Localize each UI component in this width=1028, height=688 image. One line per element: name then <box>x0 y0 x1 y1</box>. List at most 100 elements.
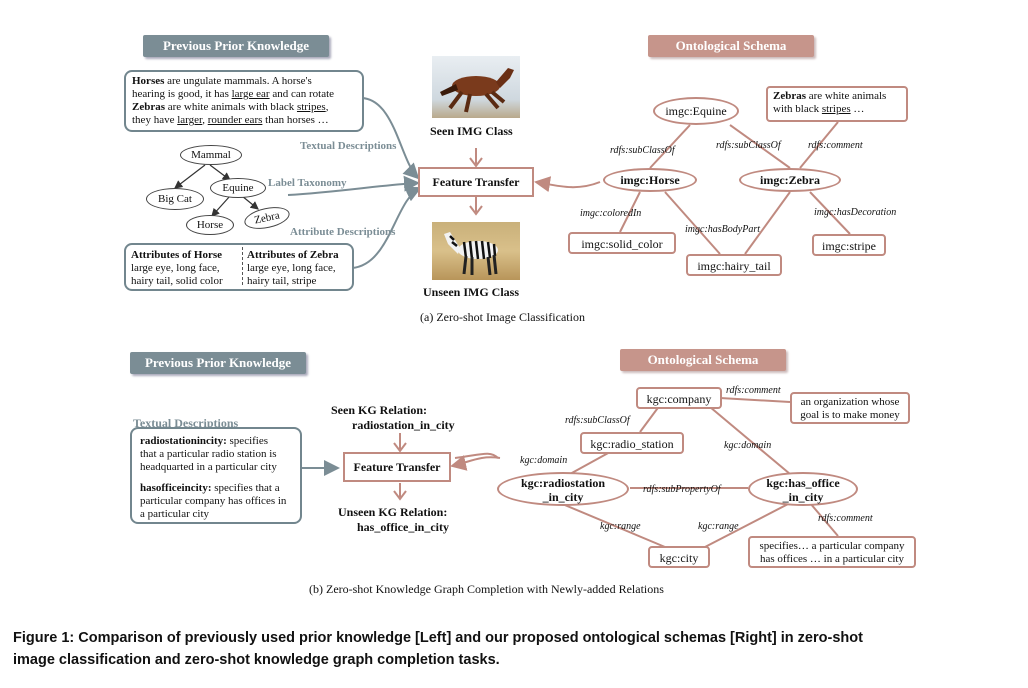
taxonomy-node-horse: Horse <box>186 215 234 235</box>
label-label-taxonomy: Label Taxonomy <box>268 177 347 189</box>
edge-coloredin: imgc:coloredIn <box>580 208 642 219</box>
edge-subclassof-b: rdfs:subClassOf <box>565 415 630 426</box>
desc-text: that a particular radio station is <box>140 448 277 460</box>
edge-subclassof-1: rdfs:subClassOf <box>610 145 675 156</box>
edge-domain-2: kgc:domain <box>724 440 772 451</box>
comment-text: specifies… a particular company <box>759 540 905 552</box>
comment-text: an organization whose <box>800 396 900 408</box>
comment-text: has offices … in a particular city <box>760 553 904 565</box>
onto-node-equine: imgc:Equine <box>653 97 739 125</box>
header-previous-prior-knowledge-a: Previous Prior Knowledge <box>143 35 329 57</box>
attr-divider <box>242 247 243 285</box>
edge-range-1: kgc:range <box>600 521 641 532</box>
taxonomy-node-equine: Equine <box>210 178 266 198</box>
attr-zebra-title: Attributes of Zebra <box>247 249 339 261</box>
edge-range-2: kgc:range <box>698 521 739 532</box>
caption-a: (a) Zero-shot Image Classification <box>420 310 585 324</box>
attr-horse-line: hairy tail, solid color <box>131 275 223 287</box>
edge-comment-a: rdfs:comment <box>808 140 863 151</box>
textual-description-box: Horses are ungulate mammals. A horse's h… <box>124 70 364 132</box>
desc-text: specifies that a <box>211 482 280 494</box>
horse-image <box>432 56 520 118</box>
comment-text: … <box>850 103 865 115</box>
onto-node-has-office-in-city: kgc:has_office _in_city <box>748 472 858 506</box>
onto-node-hairy-tail: imgc:hairy_tail <box>686 254 782 276</box>
onto-node-radiostation-in-city: kgc:radiostation _in_city <box>497 472 629 506</box>
onto-node-horse: imgc:Horse <box>603 168 697 192</box>
onto-node-radio-station: kgc:radio_station <box>580 432 684 454</box>
underlined-term: larger <box>177 114 203 126</box>
underlined-term: stripes <box>296 101 326 113</box>
seen-kg-relation: radiostation_in_city <box>352 418 455 432</box>
comment-underlined: stripes <box>821 103 851 115</box>
comment-text: with black <box>773 103 822 115</box>
underlined-term: large ear <box>231 88 270 100</box>
node-label: _in_city <box>782 490 824 504</box>
header-ontological-schema-b: Ontological Schema <box>620 349 786 371</box>
feature-transfer-b: Feature Transfer <box>343 452 451 482</box>
text-line: they have <box>132 114 178 126</box>
caption-b: (b) Zero-shot Knowledge Graph Completion… <box>309 582 664 596</box>
onto-comment-company: an organization whose goal is to make mo… <box>790 392 910 424</box>
text-line: and can rotate <box>269 88 335 100</box>
label-textual-descriptions: Textual Descriptions <box>300 140 397 152</box>
figure-caption-line1: Figure 1: Comparison of previously used … <box>13 630 863 646</box>
seen-img-class-label: Seen IMG Class <box>430 124 513 138</box>
edge-comment-b1: rdfs:comment <box>726 385 781 396</box>
label-attribute-descriptions: Attribute Descriptions <box>290 226 396 238</box>
text-line: are white animals with black <box>165 101 297 113</box>
comment-text: goal is to make money <box>800 409 900 421</box>
attr-horse-column: Attributes of Horse large eye, long face… <box>131 249 223 288</box>
unseen-kg-relation: has_office_in_city <box>357 520 449 534</box>
figure-caption-line2: image classification and zero-shot knowl… <box>13 652 500 668</box>
edge-hasdecoration: imgc:hasDecoration <box>814 207 897 218</box>
edge-domain-1: kgc:domain <box>520 455 568 466</box>
text-line: hearing is good, it has <box>132 88 232 100</box>
horses-word: Horses <box>132 75 165 87</box>
seen-kg-relation-title: Seen KG Relation: <box>331 403 427 417</box>
onto-comment-has-office: specifies… a particular company has offi… <box>748 536 916 568</box>
attr-zebra-column: Attributes of Zebra large eye, long face… <box>247 249 339 288</box>
feature-transfer-a: Feature Transfer <box>418 167 534 197</box>
zebras-word: Zebras <box>132 101 165 113</box>
textual-description-box-b: radiostationincity: specifies that a par… <box>130 427 302 524</box>
taxonomy-node-big-cat: Big Cat <box>146 188 204 210</box>
node-label: kgc:has_office <box>766 476 840 490</box>
desc1-title: radiostationincity: <box>140 435 227 447</box>
onto-node-city: kgc:city <box>648 546 710 568</box>
desc-text: specifies <box>226 435 269 447</box>
onto-node-stripe: imgc:stripe <box>812 234 886 256</box>
unseen-kg-relation-title: Unseen KG Relation: <box>338 505 448 519</box>
onto-node-zebra: imgc:Zebra <box>739 168 841 192</box>
onto-node-solid-color: imgc:solid_color <box>568 232 676 254</box>
edge-hasbodypart: imgc:hasBodyPart <box>685 224 760 235</box>
attr-horse-title: Attributes of Horse <box>131 249 223 261</box>
desc-text: particular company has offices in <box>140 495 287 507</box>
text-line: are ungulate mammals. A horse's <box>164 75 312 87</box>
attr-zebra-line: hairy tail, stripe <box>247 275 317 287</box>
spacer <box>140 474 292 482</box>
attr-horse-line: large eye, long face, <box>131 262 220 274</box>
desc-text: headquarted in a particular city <box>140 461 277 473</box>
attribute-description-box: Attributes of Horse large eye, long face… <box>124 243 354 291</box>
header-previous-prior-knowledge-b: Previous Prior Knowledge <box>130 352 306 374</box>
text-line: than horses … <box>262 114 329 126</box>
header-ontological-schema-a: Ontological Schema <box>648 35 814 57</box>
zebra-image <box>432 222 520 280</box>
desc2-title: hasofficeincity: <box>140 482 212 494</box>
onto-node-company: kgc:company <box>636 387 722 409</box>
text-line: , <box>202 114 208 126</box>
node-label: _in_city <box>542 490 584 504</box>
edge-subclassof-2: rdfs:subClassOf <box>716 140 781 151</box>
onto-comment-zebra: Zebras are white animals with black stri… <box>766 86 908 122</box>
label-textual-descriptions-b: Textual Descriptions <box>133 416 239 430</box>
edge-comment-b2: rdfs:comment <box>818 513 873 524</box>
node-label: kgc:radiostation <box>521 476 605 490</box>
underlined-term: rounder ears <box>207 114 263 126</box>
comment-zebras-word: Zebras <box>773 90 806 102</box>
edge-subpropertyof: rdfs:subPropertyOf <box>643 484 721 495</box>
taxonomy-node-mammal: Mammal <box>180 145 242 165</box>
desc-text: a particular city <box>140 508 210 520</box>
unseen-img-class-label: Unseen IMG Class <box>423 285 520 299</box>
